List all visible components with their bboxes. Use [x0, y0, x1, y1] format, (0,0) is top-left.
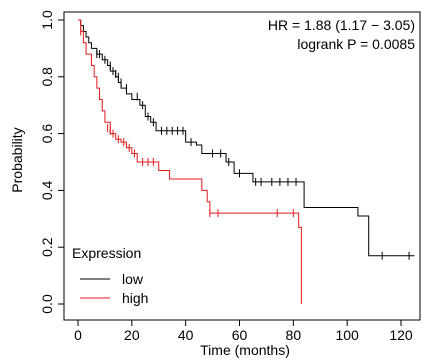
x-tick-label: 60	[232, 327, 248, 343]
x-axis-label: Time (months)	[200, 342, 290, 358]
logrank-p-text: logrank P = 0.0085	[297, 36, 415, 52]
x-tick-label: 100	[335, 327, 359, 343]
y-tick-label: 0.0	[39, 294, 55, 314]
axis-ticks: 0 20 40 60 80 100 120 0.0 0.2 0.4 0.6 0.8 1.0	[39, 10, 413, 343]
y-tick-label: 0.4	[39, 180, 55, 200]
legend: Expression low high	[72, 245, 148, 306]
curve-high	[78, 19, 302, 304]
y-tick-label: 0.6	[39, 124, 55, 144]
x-tick-label: 40	[178, 327, 194, 343]
y-tick-label: 0.2	[39, 237, 55, 257]
curve-low	[78, 19, 415, 257]
y-tick-label: 1.0	[39, 10, 55, 30]
legend-title: Expression	[72, 245, 141, 261]
legend-label-high: high	[122, 290, 148, 306]
hazard-ratio-text: HR = 1.88 (1.17 − 3.05)	[268, 17, 415, 33]
survival-curves	[78, 19, 415, 304]
x-tick-label: 20	[124, 327, 140, 343]
x-tick-label: 0	[74, 327, 82, 343]
x-tick-label: 120	[389, 327, 413, 343]
x-tick-label: 80	[286, 327, 302, 343]
y-axis-label: Probability	[9, 127, 25, 192]
plot-frame	[63, 11, 421, 321]
y-tick-label: 0.8	[39, 67, 55, 87]
legend-label-low: low	[122, 271, 144, 287]
